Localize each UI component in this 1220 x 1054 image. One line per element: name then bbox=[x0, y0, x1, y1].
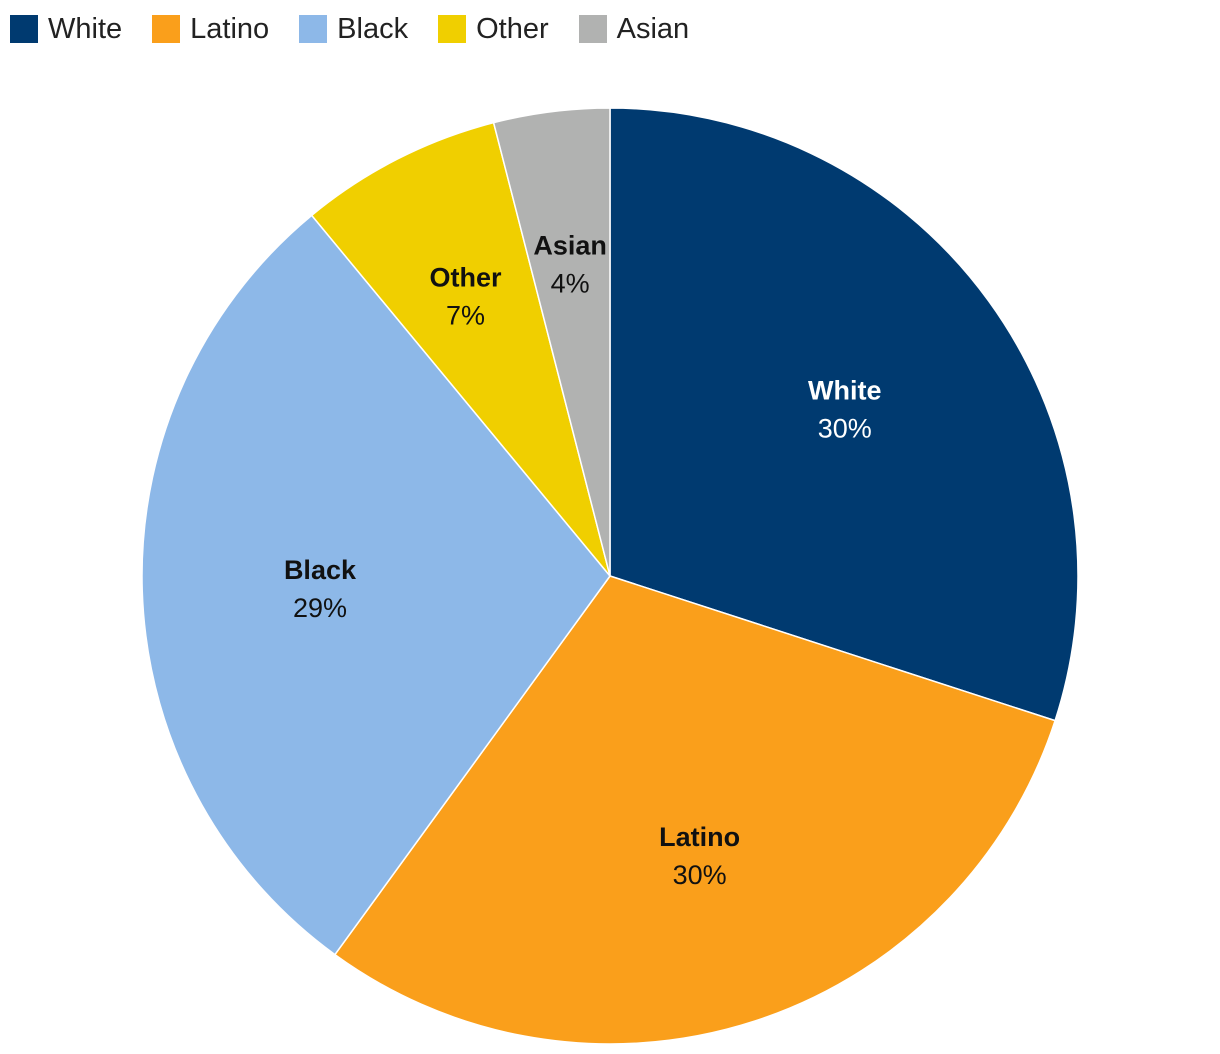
pie-slice-latino bbox=[333, 575, 1057, 1045]
slice-label-name-asian: Asian bbox=[533, 230, 607, 260]
chart-legend: White Latino Black Other Asian bbox=[10, 12, 719, 46]
slice-label-name-white: White bbox=[808, 375, 882, 405]
legend-item-asian: Asian bbox=[578, 12, 690, 46]
pie-slice-white bbox=[609, 107, 1079, 722]
legend-label-asian: Asian bbox=[616, 12, 690, 45]
legend-item-white: White bbox=[10, 13, 122, 46]
pie-slice-other bbox=[310, 121, 611, 577]
pie-slices bbox=[141, 107, 1079, 1045]
legend-swatch-black bbox=[299, 15, 328, 43]
slice-label-name-other: Other bbox=[430, 262, 503, 292]
slice-label-value-white: 30% bbox=[818, 413, 872, 443]
legend-swatch-latino bbox=[152, 15, 181, 43]
slice-label-name-latino: Latino bbox=[659, 822, 740, 852]
pie-slice-black bbox=[141, 214, 611, 956]
legend-item-latino: Latino bbox=[152, 13, 269, 46]
legend-label-latino: Latino bbox=[190, 12, 270, 45]
pie-slice-asian bbox=[492, 107, 611, 577]
slice-label-value-black: 29% bbox=[293, 593, 347, 623]
legend-label-black: Black bbox=[337, 12, 409, 45]
pie-labels: White 30% Latino 30% Black 29% Other 7% Asian 4% bbox=[284, 230, 882, 890]
legend-label-white: White bbox=[48, 12, 123, 45]
legend-swatch-other bbox=[438, 15, 467, 43]
legend-label-other: Other bbox=[476, 12, 549, 45]
legend-item-other: Other bbox=[438, 13, 549, 46]
legend-swatch-white bbox=[10, 15, 38, 43]
slice-label-value-asian: 4% bbox=[551, 268, 590, 298]
slice-label-value-latino: 30% bbox=[673, 860, 727, 890]
slice-label-name-black: Black bbox=[284, 555, 357, 585]
legend-item-black: Black bbox=[299, 13, 408, 46]
slice-label-value-other: 7% bbox=[446, 300, 485, 330]
legend-swatch-asian bbox=[578, 15, 607, 43]
